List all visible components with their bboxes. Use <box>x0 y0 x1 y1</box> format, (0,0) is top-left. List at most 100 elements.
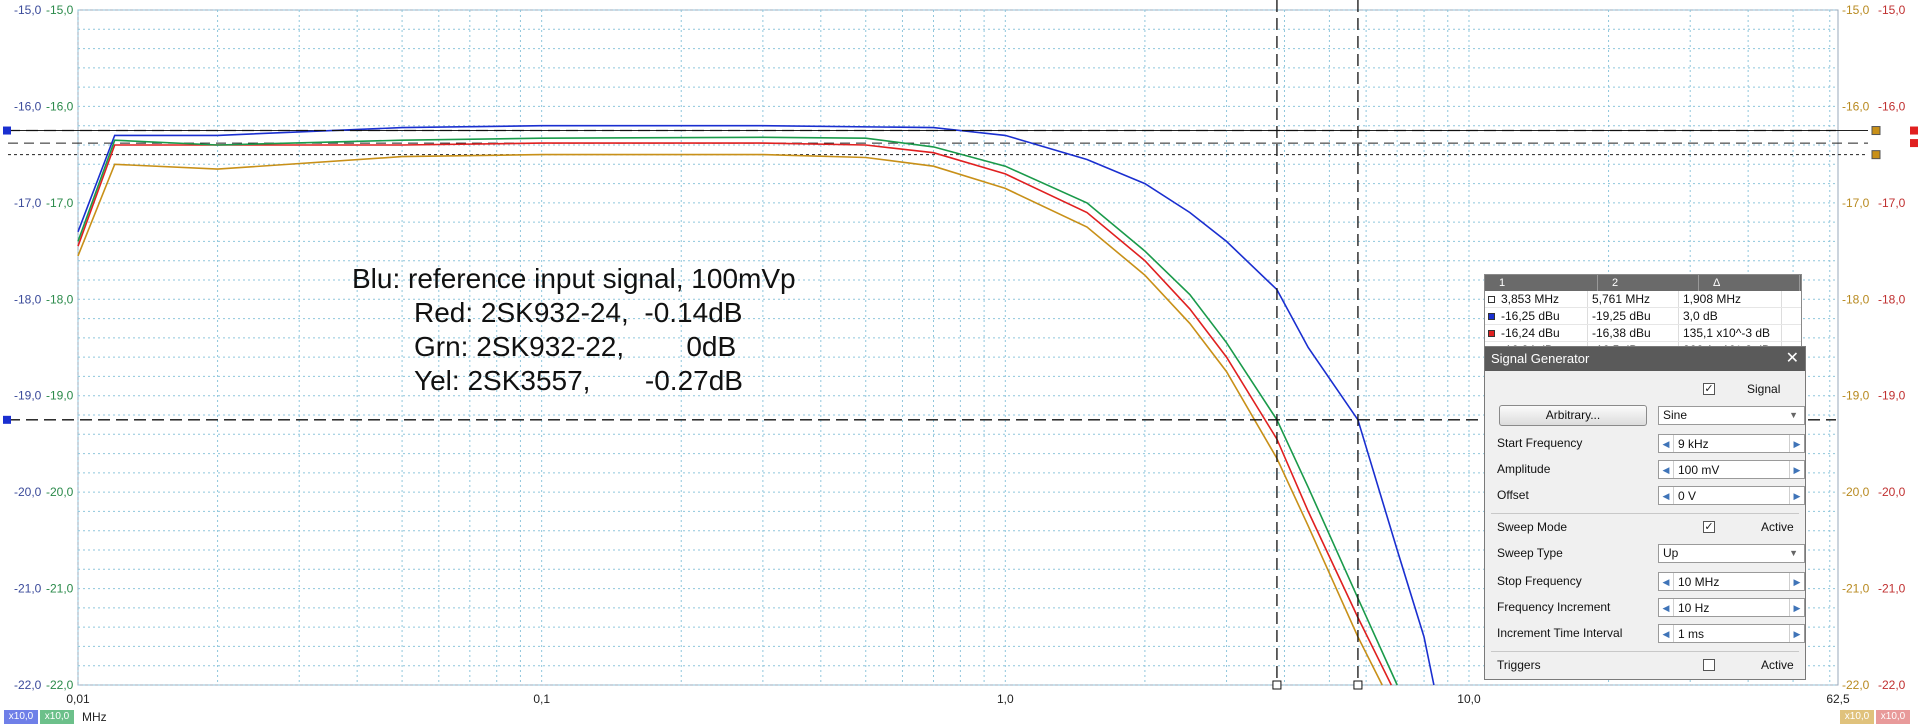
cursor-table-header: 1 2 Δ <box>1485 275 1801 291</box>
decrement-icon[interactable]: ◀ <box>1659 625 1674 642</box>
x-tick: 0,01 <box>66 692 90 706</box>
start-frequency-label: Start Frequency <box>1497 436 1583 450</box>
waveform-select[interactable]: Sine ▼ <box>1658 406 1805 425</box>
sweep-active-checkbox[interactable]: ✓ <box>1703 521 1715 533</box>
decrement-icon[interactable]: ◀ <box>1659 487 1674 504</box>
sweep-type-select[interactable]: Up ▼ <box>1658 544 1805 563</box>
x-axis-unit: MHz <box>82 710 107 724</box>
start-frequency-stepper[interactable]: ◀ 9 kHz ▶ <box>1658 434 1805 453</box>
y-tick-left-green: -22,0 <box>46 678 74 692</box>
signal-on-checkbox[interactable]: ✓ <box>1703 383 1715 395</box>
signal-generator-title: Signal Generator ✕ <box>1485 347 1805 371</box>
y-tick-right-red: -17,0 <box>1878 196 1906 210</box>
triggers-checkbox[interactable] <box>1703 659 1715 671</box>
x-tick: 0,1 <box>533 692 550 706</box>
y-tick-right: -18,0 <box>1842 292 1870 306</box>
offset-label: Offset <box>1497 488 1529 502</box>
y-tick-right: -20,0 <box>1842 485 1870 499</box>
chevron-down-icon: ▼ <box>1789 410 1798 420</box>
zoom-badge-blue[interactable]: x10,0 <box>4 710 38 724</box>
annotation-yellow: Yel: 2SK3557, -0.27dB <box>414 365 743 396</box>
increment-time-value[interactable]: 1 ms <box>1678 626 1705 641</box>
y-tick-right: -19,0 <box>1842 389 1870 403</box>
decrement-icon[interactable]: ◀ <box>1659 461 1674 478</box>
increment-icon[interactable]: ▶ <box>1789 487 1804 504</box>
series-line-1 <box>77 142 1393 686</box>
frequency-increment-row: Frequency Increment ◀ 10 Hz ▶ <box>1491 595 1805 619</box>
stop-frequency-stepper[interactable]: ◀ 10 MHz ▶ <box>1658 572 1805 591</box>
y-tick-left-green: -15,0 <box>46 3 74 17</box>
y-tick-right: -15,0 <box>1842 3 1870 17</box>
y-tick-left: -18,0 <box>14 292 42 306</box>
y-tick-left-green: -20,0 <box>46 485 74 499</box>
increment-icon[interactable]: ▶ <box>1789 461 1804 478</box>
x-tick: 1,0 <box>997 692 1014 706</box>
decrement-icon[interactable]: ◀ <box>1659 573 1674 590</box>
triggers-active-label: Active <box>1761 658 1794 672</box>
series-line-2 <box>77 136 1398 686</box>
stop-frequency-value[interactable]: 10 MHz <box>1678 574 1720 589</box>
cursor-table-cell: 5,761 MHz <box>1588 291 1679 307</box>
cursor-markers <box>3 126 1918 424</box>
cursor-table-cell: -16,25 dBu <box>1497 308 1588 324</box>
series-marker-icon <box>1485 325 1497 341</box>
cursor-table-row: 3,853 MHz 5,761 MHz 1,908 MHz <box>1485 291 1801 308</box>
close-icon[interactable]: ✕ <box>1785 350 1799 367</box>
amplitude-value[interactable]: 100 mV <box>1678 462 1720 477</box>
amplitude-row: Amplitude ◀ 100 mV ▶ <box>1491 457 1805 481</box>
y-tick-right-red: -15,0 <box>1878 3 1906 17</box>
cursor-table-cell: -16,24 dBu <box>1497 325 1588 341</box>
sweep-mode-row: Sweep Mode ✓ Active <box>1491 515 1799 539</box>
cursor-marker-right <box>1871 126 1881 136</box>
zoom-badge-red[interactable]: x10,0 <box>1876 710 1910 724</box>
signal-on-row: ✓ Signal On <box>1491 377 1799 420</box>
signal-generator-panel[interactable]: Signal Generator ✕ ✓ Signal On Arbitrary… <box>1484 346 1806 680</box>
offset-value[interactable]: 0 V <box>1678 488 1697 503</box>
y-tick-right-red: -18,0 <box>1878 292 1906 306</box>
sweep-mode-label: Sweep Mode <box>1497 520 1568 534</box>
stop-frequency-row: Stop Frequency ◀ 10 MHz ▶ <box>1491 569 1805 593</box>
y-tick-left: -16,0 <box>14 99 42 113</box>
y-tick-left-green: -19,0 <box>46 389 74 403</box>
annotation-blue: Blu: reference input signal, 100mVp <box>352 263 796 294</box>
zoom-badge-green[interactable]: x10,0 <box>40 710 74 724</box>
offset-row: Offset ◀ 0 V ▶ <box>1491 483 1805 507</box>
frequency-increment-value[interactable]: 10 Hz <box>1678 600 1710 615</box>
y-tick-left-green: -16,0 <box>46 99 74 113</box>
decrement-icon[interactable]: ◀ <box>1659 435 1674 452</box>
y-tick-right-red: -22,0 <box>1878 678 1906 692</box>
increment-time-stepper[interactable]: ◀ 1 ms ▶ <box>1658 624 1805 643</box>
divider <box>1491 651 1799 652</box>
increment-icon[interactable]: ▶ <box>1789 625 1804 642</box>
increment-icon[interactable]: ▶ <box>1789 573 1804 590</box>
cursor-table[interactable]: 1 2 Δ 3,853 MHz 5,761 MHz 1,908 MHz -16,25 … <box>1484 274 1802 352</box>
offset-stepper[interactable]: ◀ 0 V ▶ <box>1658 486 1805 505</box>
cursor-table-row: -16,25 dBu -19,25 dBu 3,0 dB <box>1485 308 1801 325</box>
start-frequency-row: Start Frequency ◀ 9 kHz ▶ <box>1491 431 1805 455</box>
increment-icon[interactable]: ▶ <box>1789 435 1804 452</box>
series-marker-icon <box>1485 291 1497 307</box>
increment-icon[interactable]: ▶ <box>1789 599 1804 616</box>
frequency-increment-stepper[interactable]: ◀ 10 Hz ▶ <box>1658 598 1805 617</box>
start-frequency-value[interactable]: 9 kHz <box>1678 436 1709 451</box>
y-tick-left: -21,0 <box>14 582 42 596</box>
y-tick-right: -22,0 <box>1842 678 1870 692</box>
y-tick-right-red: -19,0 <box>1878 389 1906 403</box>
annotation-red: Red: 2SK932-24, -0.14dB <box>414 297 743 328</box>
chevron-down-icon: ▼ <box>1789 548 1798 558</box>
arbitrary-button[interactable]: Arbitrary... <box>1499 405 1647 426</box>
series-line-0 <box>77 124 1435 686</box>
cursor-col-delta: Δ <box>1699 275 1800 291</box>
amplitude-stepper[interactable]: ◀ 100 mV ▶ <box>1658 460 1805 479</box>
cursor-handle-2 <box>1353 680 1363 690</box>
cursor-col-1: 1 <box>1485 275 1598 291</box>
y-tick-left-green: -21,0 <box>46 582 74 596</box>
cursor-marker-left <box>3 415 11 424</box>
cursor-marker-right-red <box>1910 126 1918 135</box>
waveform-row: Arbitrary... Sine ▼ <box>1491 403 1805 427</box>
zoom-badge-yellow[interactable]: x10,0 <box>1840 710 1874 724</box>
axis-tick-labels: -15,0 -15,0 -16,0 -16,0 -17,0 -17,0 -18,0 -18,0… <box>14 3 1906 706</box>
y-tick-right-red: -21,0 <box>1878 582 1906 596</box>
frequency-increment-label: Frequency Increment <box>1497 600 1611 614</box>
decrement-icon[interactable]: ◀ <box>1659 599 1674 616</box>
